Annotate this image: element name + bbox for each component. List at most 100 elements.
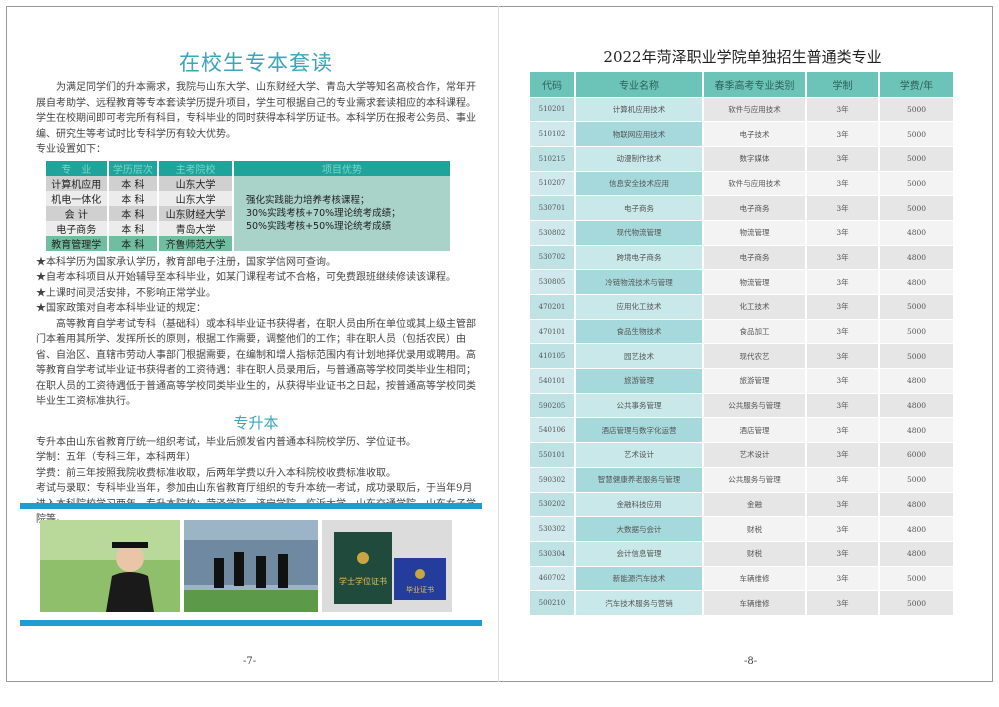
decorative-bar-top	[20, 503, 482, 509]
section-title-zsb: 专升本	[233, 413, 279, 432]
advantage-line: 强化实践能力培养考核课程；	[245, 194, 370, 206]
cell: 3年	[806, 269, 880, 295]
cell: 5000	[879, 145, 955, 172]
cell: 3年	[806, 145, 880, 172]
cell: 物流管理	[703, 269, 807, 295]
table-row: 530202 金融科技应用 金融 3年 4800	[530, 491, 955, 517]
cell: 现代物流管理	[575, 219, 704, 246]
zsb-line: 专升本由山东省教育厅统一组织考试，毕业后颁发省内普通本科院校学历、学位证书。	[36, 436, 416, 448]
cell: 6000	[879, 442, 955, 468]
cell: 本 科	[107, 220, 160, 236]
cell: 3年	[806, 121, 880, 147]
cell: 化工技术	[703, 294, 807, 320]
cell: 530802	[530, 219, 576, 246]
th: 专业名称	[575, 72, 704, 97]
table-row: 470201 应用化工技术 化工技术 3年 5000	[530, 294, 955, 320]
cell: 食品生物技术	[575, 318, 704, 344]
zsb-line: 学制：五年（专科三年，本科两年）	[36, 452, 196, 463]
cell: 本 科	[107, 235, 160, 251]
cell: 470101	[530, 318, 576, 344]
majors-label: 专业设置如下：	[36, 144, 106, 155]
cell: 3年	[806, 466, 880, 492]
cell: 山东财经大学	[158, 205, 234, 221]
cell: 3年	[806, 343, 880, 369]
cell: 3年	[806, 96, 880, 122]
cell: 公共服务与管理	[703, 466, 807, 492]
diploma-label: 毕业证书	[406, 585, 434, 594]
cell: 公共服务与管理	[703, 392, 807, 418]
cell: 5000	[879, 170, 955, 196]
cell: 数字媒体	[703, 145, 807, 172]
cell: 新能源汽车技术	[575, 565, 704, 591]
cell: 艺术设计	[703, 442, 807, 468]
cell: 410105	[530, 343, 576, 369]
th: 学历层次	[107, 160, 160, 176]
cell: 3年	[806, 219, 880, 246]
cell: 现代农艺	[703, 343, 807, 369]
th: 春季高考专业类别	[703, 72, 807, 97]
cell: 智慧健康养老服务与管理	[575, 466, 704, 492]
cell: 530302	[530, 516, 576, 542]
table-row: 教育管理学本 科齐鲁师范大学	[46, 235, 451, 251]
policy-paragraph: 高等教育自学考试专科（基础科）或本科毕业证书获得者，在职人员由所在单位或其上级主…	[36, 318, 476, 408]
cell: 3年	[806, 318, 880, 344]
cell: 3年	[806, 294, 880, 320]
cell: 公共事务管理	[575, 392, 704, 418]
th: 项目优势	[232, 160, 453, 176]
bullet-item: ★自考本科项目从开始辅导至本科毕业，如某门课程考试不合格，可免费跟班继续修读该课…	[36, 272, 456, 283]
cell: 4800	[879, 392, 955, 418]
cell: 本 科	[107, 175, 160, 191]
cell: 山东大学	[158, 175, 234, 191]
cell: 物流管理	[703, 219, 807, 246]
advantage-line: 50%实践考核+50%理论统考成绩	[245, 220, 392, 232]
cell: 3年	[806, 442, 880, 468]
advantage-cell: 强化实践能力培养考核课程； 30%实践考核+70%理论统考成绩； 50%实践考核+5…	[232, 175, 453, 251]
cell: 5000	[879, 294, 955, 320]
cell: 540106	[530, 417, 576, 443]
bullet-item: ★国家政策对自考本科毕业证的规定：	[36, 303, 206, 314]
cell: 3年	[806, 170, 880, 196]
cell: 3年	[806, 590, 880, 616]
table-row: 530701 电子商务 电子商务 3年 5000	[530, 195, 955, 221]
cell: 510102	[530, 121, 576, 147]
cell: 信息安全技术应用	[575, 170, 704, 196]
cell: 530701	[530, 195, 576, 221]
cell: 电子技术	[703, 121, 807, 147]
bullet-list: ★本科学历为国家承认学历，教育部电子注册，国家学信网可查询。 ★自考本科项目从开…	[36, 255, 476, 317]
cell: 财税	[703, 516, 807, 542]
page-frame	[6, 6, 993, 682]
cell: 酒店管理与数字化运营	[575, 417, 704, 443]
cell: 电子商务	[703, 244, 807, 270]
cell: 计算机应用技术	[575, 96, 704, 122]
th: 学费/年	[879, 72, 955, 97]
th: 代码	[530, 72, 576, 97]
cell: 510207	[530, 170, 576, 196]
left-page-content: 在校生专本套读 为满足同学们的升本需求，我院与山东大学、山东财经大学、青岛大学等…	[36, 50, 476, 528]
cell: 齐鲁师范大学	[158, 235, 234, 251]
cell: 3年	[806, 417, 880, 443]
cell: 460702	[530, 565, 576, 591]
cell: 应用化工技术	[575, 294, 704, 320]
page-number: -8-	[744, 656, 758, 667]
cell: 3年	[806, 368, 880, 394]
advantage-line: 30%实践考核+70%理论统考成绩；	[245, 207, 401, 219]
cell: 4800	[879, 417, 955, 443]
table-title: 2022年菏泽职业学院单独招生普通类专业	[603, 48, 882, 66]
cell: 园艺技术	[575, 343, 704, 369]
th: 学制	[806, 72, 880, 97]
th: 主考院校	[158, 160, 234, 176]
spread-divider	[498, 6, 499, 682]
table-row: 计算机应用本 科山东大学 强化实践能力培养考核课程； 30%实践考核+70%理论统…	[46, 175, 453, 251]
cell: 物联网应用技术	[575, 121, 704, 147]
table-row: 510201 计算机应用技术 软件与应用技术 3年 5000	[530, 96, 955, 122]
table-row: 510207 信息安全技术应用 软件与应用技术 3年 5000	[530, 170, 955, 196]
majors-table: 专 业学历层次 主考院校 项目优势 计算机应用本 科山东大学 强化实践能力培养考核课…	[46, 160, 453, 251]
table-row: 590302 智慧健康养老服务与管理 公共服务与管理 3年 5000	[530, 466, 955, 492]
table-row: 510215 动漫制作技术 数字媒体 3年 5000	[530, 145, 955, 172]
table-row: 电子商务本 科青岛大学	[46, 220, 451, 236]
page-title: 在校生专本套读	[179, 51, 333, 75]
cell: 3年	[806, 565, 880, 591]
table-row: 530302 大数据与会计 财税 3年 4800	[530, 516, 955, 542]
cell: 酒店管理	[703, 417, 807, 443]
cell: 4800	[879, 219, 955, 246]
